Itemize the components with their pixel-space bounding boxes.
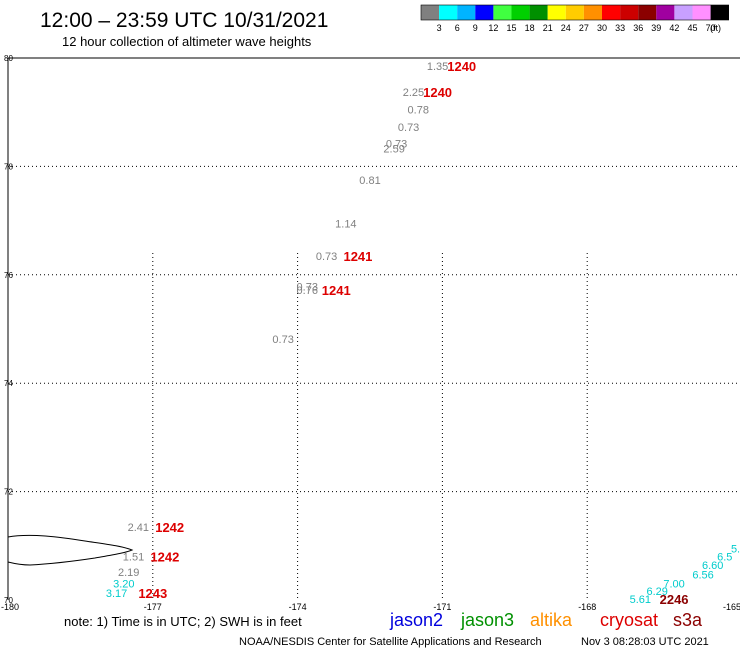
swh-value: 6.56	[692, 570, 713, 582]
coastline-island	[7, 534, 134, 566]
swh-value: 2.41	[128, 522, 149, 534]
pass-time-label: 1240	[447, 59, 476, 74]
colorbar-unit: (ft)	[710, 23, 721, 33]
swh-value: 1.14	[335, 218, 356, 230]
sat-cryosat: cryosat	[600, 610, 658, 630]
pass-time-label: 1241	[322, 283, 351, 298]
chart-title: 12:00 – 23:59 UTC 10/31/2021	[40, 9, 328, 32]
pass-time-label: 2246	[660, 592, 689, 607]
colorbar-swatch	[493, 5, 512, 20]
swh-value: 0.73	[398, 122, 419, 134]
chart-subtitle: 12 hour collection of altimeter wave hei…	[62, 34, 312, 49]
y-tick-label: 76	[4, 271, 13, 280]
x-tick-label: -180	[1, 602, 19, 612]
colorbar-tick-label: 39	[651, 23, 661, 33]
colorbar-tick-label: 3	[437, 23, 442, 33]
swh-value: 0.76	[297, 285, 318, 297]
y-tick-label: 80	[4, 54, 13, 63]
colorbar-border	[420, 4, 730, 21]
x-tick-label: -177	[144, 602, 162, 612]
colorbar-tick-label: 6	[455, 23, 460, 33]
sat-jason3: jason3	[460, 610, 514, 630]
colorbar-swatch	[565, 5, 584, 20]
x-tick-label: -165	[723, 602, 740, 612]
satellite-legend: jason2 jason3 altika cryosat s3a	[389, 610, 703, 630]
swh-value: 5.61	[630, 594, 651, 606]
x-tick-label: -171	[433, 602, 451, 612]
x-tick-label: -168	[578, 602, 596, 612]
swh-value: 7.00	[663, 579, 684, 591]
colorbar-tick-label: 18	[525, 23, 535, 33]
swh-value: 0.81	[359, 175, 380, 187]
footer-timestamp: Nov 3 08:28:03 UTC 2021	[581, 636, 709, 648]
swh-value: 6.5	[717, 552, 732, 564]
swh-value: 2.25	[403, 87, 424, 99]
colorbar-swatch	[457, 5, 476, 20]
colorbar-swatch	[692, 5, 711, 20]
colorbar-tick-label: 27	[579, 23, 589, 33]
colorbar-swatch	[475, 5, 494, 20]
pass-time-label: 1241	[343, 249, 372, 264]
sat-altika: altika	[530, 610, 573, 630]
colorbar-swatch	[656, 5, 675, 20]
colorbar-tick-label: 36	[633, 23, 643, 33]
colorbar-tick-label: 9	[473, 23, 478, 33]
swh-value: 1.35	[427, 61, 448, 73]
swh-value: 2.19	[118, 567, 139, 579]
colorbar-swatch	[674, 5, 693, 20]
colorbar-swatch	[511, 5, 530, 20]
pass-time-labels: 1240 1240 1241 1241 1242 1242 1243 2246	[138, 59, 688, 607]
swh-value: 0.78	[408, 104, 429, 116]
colorbar-tick-label: 15	[506, 23, 516, 33]
axis-tick-labels: -180 -177 -174 -171 -168 -165 70 72 74 76 78 80	[1, 54, 740, 612]
swh-value: 3.20	[113, 579, 134, 591]
colorbar-tick-label: 12	[488, 23, 498, 33]
sat-s3a: s3a	[673, 610, 703, 630]
footer-note: note: 1) Time is in UTC; 2) SWH is in fe…	[64, 614, 302, 629]
pass-time-label: 1242	[150, 550, 179, 565]
colorbar-tick-label: 70	[706, 23, 716, 33]
sat-jason2: jason2	[389, 610, 443, 630]
colorbar-swatch	[710, 5, 729, 20]
colorbar-tick-label: 42	[669, 23, 679, 33]
colorbar-swatch	[421, 5, 440, 20]
pass-time-label: 1242	[155, 520, 184, 535]
colorbar-swatch	[583, 5, 602, 20]
colorbar-tick-label: 21	[543, 23, 553, 33]
swh-value: 0.73	[297, 282, 318, 294]
x-tick-label: -174	[289, 602, 307, 612]
swh-value: 2.59	[383, 144, 404, 156]
y-tick-label: 70	[4, 596, 13, 605]
swh-value: 0.73	[386, 139, 407, 151]
colorbar-legend: 3 6 9 12 15 18 21 24 27 30 33 36 39 42 45 70	[420, 4, 730, 33]
swh-observations: 1.352.250.780.730.732.590.811.140.730.73…	[106, 61, 740, 606]
y-tick-label: 78	[4, 162, 13, 171]
swh-value: 0.73	[316, 251, 337, 263]
colorbar-tick-label: 33	[615, 23, 625, 33]
swh-value: 5.47	[731, 544, 740, 556]
colorbar-swatch	[439, 5, 458, 20]
swh-value: 0.73	[272, 334, 293, 346]
swh-value: 3.17	[106, 588, 127, 600]
colorbar-tick-label: 45	[687, 23, 697, 33]
pass-time-label: 1240	[423, 85, 452, 100]
colorbar-swatch	[620, 5, 639, 20]
pass-time-label: 1243	[138, 586, 167, 601]
swh-value: 6.60	[702, 560, 723, 572]
colorbar-tick-label: 30	[597, 23, 607, 33]
colorbar-swatch	[529, 5, 548, 20]
graticule-grid	[8, 165, 740, 600]
colorbar-swatch	[547, 5, 566, 20]
colorbar-swatch	[638, 5, 657, 20]
y-tick-label: 72	[4, 488, 13, 497]
colorbar-tick-label: 24	[561, 23, 571, 33]
y-tick-label: 74	[4, 379, 13, 388]
swh-value: 6.29	[646, 586, 667, 598]
colorbar-swatch	[602, 5, 621, 20]
footer-credit: NOAA/NESDIS Center for Satellite Applica…	[239, 636, 542, 648]
swh-value: 1.51	[123, 552, 144, 564]
